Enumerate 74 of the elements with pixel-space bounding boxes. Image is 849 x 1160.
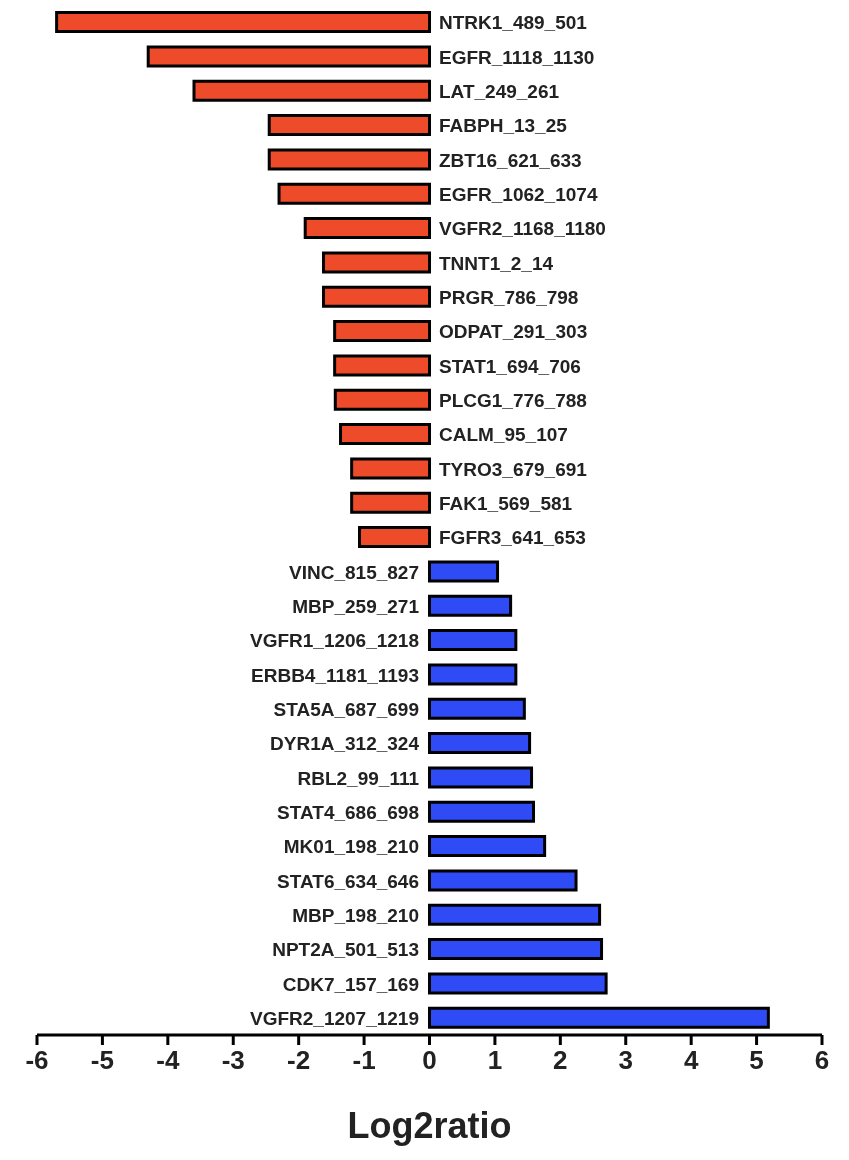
- x-tick-label: 0: [422, 1045, 437, 1076]
- y-tick-label: MBP_259_271: [292, 595, 420, 617]
- y-tick-label: EGFR_1118_1130: [439, 46, 595, 68]
- bar: [303, 217, 431, 240]
- bar: [428, 766, 534, 789]
- y-tick-label: TNNT1_2_14: [439, 252, 554, 274]
- y-tick-label: DYR1A_312_324: [270, 733, 420, 755]
- y-tick-label: MBP_198_210: [292, 904, 419, 926]
- bar: [428, 1006, 770, 1029]
- x-tick-label: 6: [814, 1045, 830, 1076]
- y-tick-label: STAT1_694_706: [439, 355, 581, 377]
- y-tick-label: PRGR_786_798: [439, 286, 579, 308]
- bar: [428, 560, 500, 583]
- bar: [192, 79, 431, 102]
- y-tick-label: VINC_815_827: [289, 561, 419, 583]
- y-tick-label: STA5A_687_699: [273, 698, 419, 720]
- bar: [428, 903, 602, 926]
- bar: [428, 732, 532, 755]
- y-tick-label: PLCG1_776_788: [439, 389, 587, 411]
- bar: [146, 45, 431, 68]
- bar: [333, 320, 431, 343]
- y-tick-label: STAT6_634_646: [277, 870, 419, 892]
- bar: [267, 148, 431, 171]
- y-tick-label: ODPAT_291_303: [439, 321, 588, 343]
- bar: [428, 697, 526, 720]
- y-tick-label: LAT_249_261: [439, 80, 560, 102]
- y-tick-label: TYRO3_679_691: [439, 458, 588, 480]
- x-tick-label: -5: [90, 1045, 114, 1076]
- x-tick-label: 2: [553, 1045, 568, 1076]
- x-axis-title: Log2ratio: [347, 1105, 512, 1146]
- y-tick-label: VGFR2_1168_1180: [439, 218, 606, 240]
- bar: [428, 938, 604, 961]
- x-tick-label: -6: [25, 1045, 49, 1076]
- bar: [428, 663, 518, 686]
- y-tick-label: CDK7_157_169: [282, 973, 419, 995]
- y-tick-label: EGFR_1062_1074: [439, 183, 598, 205]
- x-tick-label: 1: [487, 1045, 503, 1076]
- x-tick-label: 5: [749, 1045, 764, 1076]
- bar: [428, 972, 608, 995]
- bar: [428, 629, 518, 652]
- bar: [428, 594, 513, 617]
- bar: [428, 835, 547, 858]
- x-tick-label: -4: [156, 1045, 180, 1076]
- bar: [428, 869, 578, 892]
- bar: [322, 251, 431, 274]
- bar: [358, 526, 431, 549]
- y-tick-label: NTRK1_489_501: [439, 12, 588, 34]
- bar: [339, 423, 431, 446]
- y-tick-label: FABPH_13_25: [439, 115, 568, 137]
- x-tick-label: -1: [352, 1045, 376, 1076]
- bar: [333, 388, 431, 411]
- bar: [428, 800, 536, 823]
- y-tick-label: RBL2_99_111: [297, 767, 420, 789]
- bar: [322, 285, 431, 308]
- bar: [267, 114, 431, 137]
- y-tick-label: FAK1_569_581: [439, 492, 573, 514]
- y-tick-label: STAT4_686_698: [277, 801, 419, 823]
- y-tick-label: ERBB4_1181_1193: [251, 664, 419, 686]
- x-tick-label: 4: [683, 1045, 699, 1076]
- bar: [350, 457, 431, 480]
- y-tick-label: CALM_95_107: [439, 424, 568, 446]
- y-tick-label: ZBT16_621_633: [439, 149, 582, 171]
- x-tick-label: -2: [287, 1045, 311, 1076]
- x-tick-label: 3: [618, 1045, 633, 1076]
- bar: [350, 491, 431, 514]
- y-tick-label: FGFR3_641_653: [439, 527, 586, 549]
- bar: [333, 354, 431, 377]
- y-tick-label: NPT2A_501_513: [272, 939, 419, 961]
- bar: [277, 182, 431, 205]
- y-tick-label: VGFR2_1207_1219: [249, 1007, 419, 1029]
- x-tick-label: -3: [221, 1045, 245, 1076]
- y-tick-label: VGFR1_1206_1218: [249, 630, 419, 652]
- y-tick-label: MK01_198_210: [283, 836, 419, 858]
- bar: [55, 11, 431, 34]
